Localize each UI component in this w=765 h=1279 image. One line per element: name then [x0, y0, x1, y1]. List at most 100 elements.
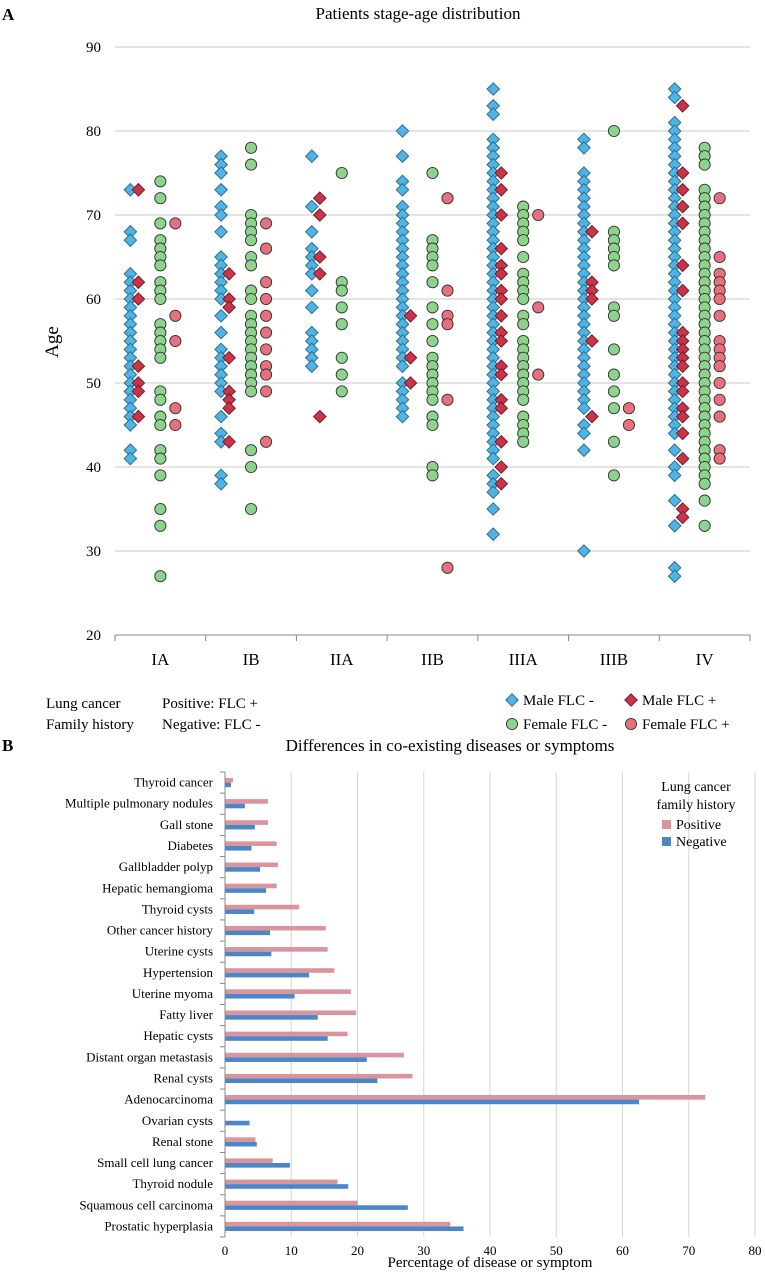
a-point-male-neg [123, 418, 138, 432]
legend-label-male-neg: Male FLC - [523, 693, 594, 709]
a-point-male-pos [494, 334, 509, 348]
a-y-tick-label: 50 [86, 376, 101, 392]
b-category-label: Ovarian cysts [142, 1113, 213, 1128]
a-point-female-neg [245, 444, 258, 457]
b-bar-positive [225, 1095, 706, 1100]
b-bar-negative [225, 867, 261, 872]
a-y-tick-label: 70 [86, 208, 101, 224]
panel-a-scatter-chart: A Patients stage-age distribution Age 20… [2, 4, 751, 733]
a-point-male-pos [675, 166, 690, 180]
a-point-female-pos [713, 376, 726, 390]
a-point-female-pos [713, 452, 726, 465]
a-point-male-neg [667, 493, 682, 508]
a-y-tick-label: 80 [86, 124, 101, 140]
panel-b-x-axis-label: Percentage of disease or symptom [388, 1255, 593, 1271]
a-point-male-pos [494, 182, 509, 197]
a-point-male-pos [675, 182, 690, 197]
a-point-female-pos [713, 393, 726, 406]
legend-marker-female-pos [624, 717, 638, 731]
a-point-male-neg [577, 426, 591, 441]
panel-a-legend: Male FLC - Male FLC + Female FLC - Female F… [505, 693, 730, 733]
a-point-male-pos [222, 401, 236, 416]
a-point-female-neg [154, 570, 167, 583]
a-point-male-pos [675, 359, 690, 374]
a-point-male-pos [675, 98, 690, 113]
a-point-female-pos [169, 402, 182, 415]
a-y-tick-label: 60 [86, 292, 101, 308]
b-category-label: Uterine myoma [132, 986, 213, 1001]
a-point-female-pos [713, 410, 726, 423]
a-point-female-neg [154, 259, 167, 272]
b-category-label: Other cancer history [107, 923, 214, 938]
a-point-male-pos [403, 376, 418, 390]
a-point-female-neg [335, 351, 348, 364]
a-point-female-neg [335, 368, 348, 381]
legend-marker-male-neg [505, 693, 519, 707]
a-point-female-neg [335, 166, 348, 180]
a-point-female-neg [245, 502, 258, 516]
b-legend-swatch-negative [662, 837, 671, 846]
a-point-male-neg [667, 90, 682, 105]
b-category-label: Gallbladder polyp [119, 859, 213, 874]
a-x-tick-label: IIB [421, 650, 444, 669]
a-point-female-neg [154, 519, 167, 532]
b-bar-positive [225, 968, 335, 973]
a-point-male-neg [214, 182, 228, 197]
b-category-label: Thyroid cancer [134, 775, 214, 790]
a-point-female-pos [441, 284, 454, 297]
a-point-male-neg [123, 233, 138, 248]
a-point-female-pos [532, 368, 545, 381]
panel-a-y-axis-label: Age [42, 326, 63, 358]
a-point-male-neg [667, 468, 682, 483]
b-x-tick-label: 10 [285, 1243, 298, 1258]
a-point-male-neg [214, 208, 228, 222]
a-point-male-neg [304, 283, 319, 298]
a-point-female-pos [169, 217, 182, 230]
a-point-male-pos [675, 426, 690, 441]
a-point-female-pos [532, 301, 545, 314]
panel-b-letter: B [2, 736, 13, 755]
a-point-male-neg [486, 527, 501, 542]
a-point-male-pos [494, 401, 509, 416]
b-bar-positive [225, 925, 326, 931]
b-bar-negative [225, 1226, 464, 1232]
b-category-label: Adenocarcinoma [124, 1092, 213, 1107]
a-point-male-neg [577, 443, 591, 458]
a-point-male-neg [395, 359, 410, 374]
a-point-male-neg [214, 476, 228, 491]
b-legend-swatch-positive [662, 820, 671, 829]
a-x-tick-label: IIIA [509, 650, 539, 669]
a-point-female-neg [154, 393, 167, 406]
b-bar-negative [225, 1163, 290, 1168]
a-point-female-neg [426, 166, 439, 180]
a-point-female-pos [622, 418, 635, 432]
a-point-female-neg [245, 292, 258, 306]
a-y-tick-label: 30 [86, 544, 101, 560]
a-point-female-neg [154, 469, 167, 482]
a-point-male-neg [214, 325, 228, 340]
a-point-female-pos [713, 360, 726, 373]
a-point-female-neg [607, 469, 620, 482]
a-point-male-neg [486, 107, 501, 122]
a-point-male-pos [585, 334, 599, 348]
b-x-tick-label: 80 [749, 1243, 762, 1258]
a-point-male-pos [494, 367, 509, 382]
panel-b-category-labels: Thyroid cancer Multiple pulmonary nodules… [65, 775, 214, 1234]
b-bar-positive [225, 841, 277, 846]
a-point-female-pos [713, 309, 726, 322]
b-bar-positive [225, 1158, 273, 1164]
panel-a-axes [114, 634, 751, 641]
a-point-female-neg [517, 292, 530, 306]
a-point-female-neg [607, 259, 620, 272]
b-x-tick-label: 50 [550, 1243, 563, 1258]
a-point-female-pos [169, 309, 182, 322]
b-bar-negative [225, 951, 272, 957]
b-bar-negative [225, 993, 295, 999]
panel-a-letter: A [2, 5, 15, 24]
a-point-female-neg [154, 502, 167, 516]
legend-row2-label: Family history [46, 717, 134, 733]
a-point-male-pos [312, 191, 327, 206]
b-bar-positive [225, 1052, 404, 1058]
a-point-male-neg [486, 502, 501, 516]
